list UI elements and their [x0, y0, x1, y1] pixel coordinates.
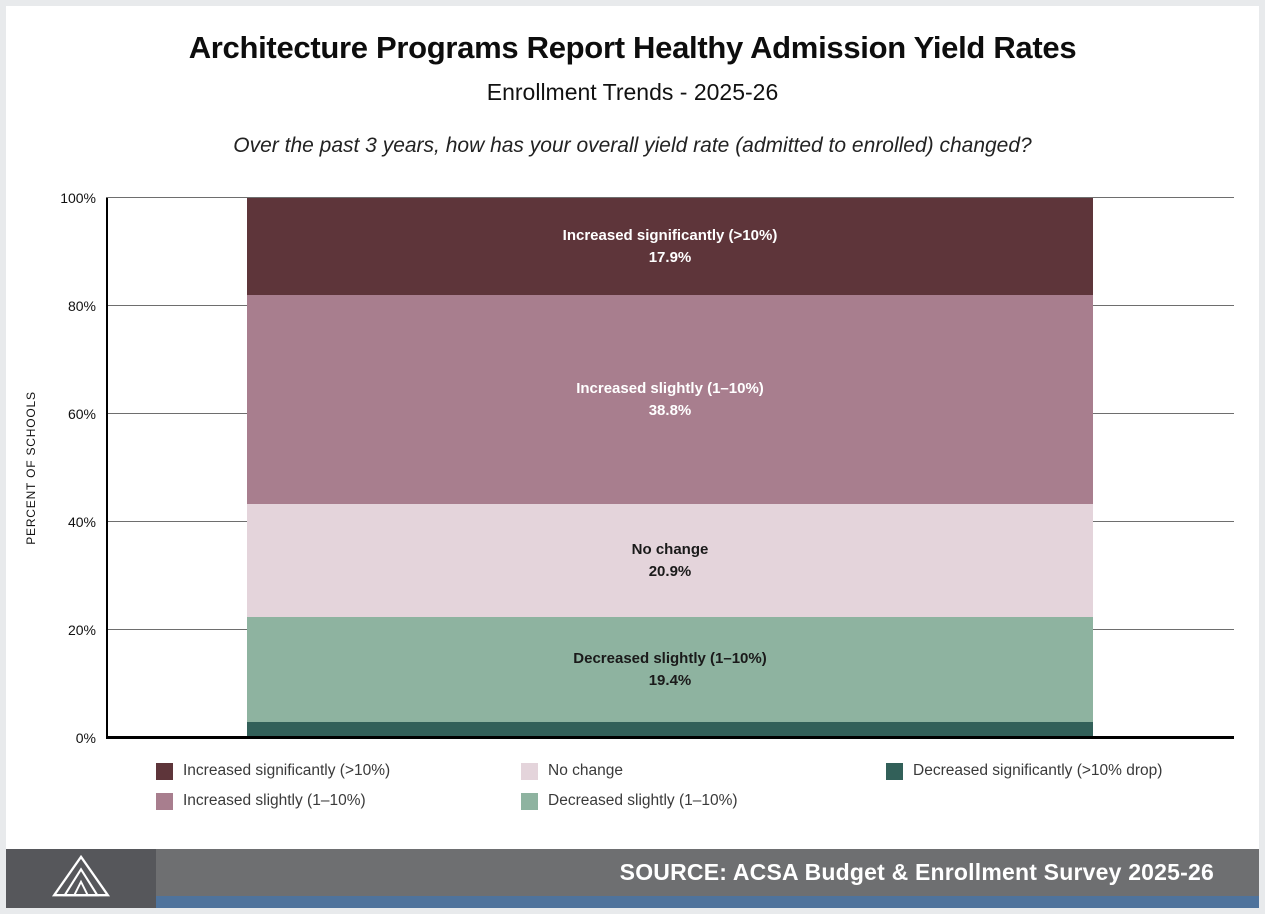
- acsa-triangles-logo-icon: [50, 853, 112, 904]
- page-subtitle: Enrollment Trends - 2025-26: [486, 79, 779, 105]
- segment-label: Increased significantly (>10%): [562, 226, 778, 244]
- legend-item: Decreased slightly (1–10%): [521, 792, 886, 810]
- y-tick-label: 100%: [60, 190, 96, 206]
- survey-question: Over the past 3 years, how has your over…: [233, 134, 1032, 157]
- plot-area: Increased significantly (>10%) 17.9% Incre…: [60, 190, 1234, 746]
- chart: PERCENT OF SCHOOLS Increased significant…: [6, 190, 1259, 746]
- legend-item: No change: [521, 762, 886, 780]
- bar-segment: No change 20.9%: [247, 504, 1093, 618]
- bar-segment: Decreased slightly (1–10%) 19.4%: [247, 617, 1093, 722]
- gridline: [106, 197, 1234, 198]
- footer-right: SOURCE: ACSA Budget & Enrollment Survey …: [156, 849, 1259, 908]
- x-axis-line: [106, 736, 1234, 739]
- bar-segment: [247, 721, 1093, 738]
- legend-label: Decreased slightly (1–10%): [548, 792, 738, 809]
- footer-logo-block: [6, 849, 156, 908]
- segment-value: 17.9%: [648, 248, 692, 266]
- y-tick-label: 0%: [75, 730, 96, 746]
- source-text: SOURCE: ACSA Budget & Enrollment Survey …: [619, 859, 1214, 885]
- y-tick-label: 20%: [67, 622, 96, 638]
- legend-label: Increased significantly (>10%): [183, 762, 391, 779]
- y-tick-label: 80%: [67, 298, 96, 314]
- legend-item: Increased significantly (>10%): [156, 762, 521, 780]
- y-tick-label: 60%: [67, 406, 96, 422]
- y-axis-label: PERCENT OF SCHOOLS: [24, 391, 38, 545]
- legend-label: Increased slightly (1–10%): [183, 792, 366, 809]
- segment-label: No change: [631, 540, 709, 558]
- legend-swatch: [156, 762, 173, 780]
- legend-swatch: [156, 792, 173, 810]
- segment-label: Increased slightly (1–10%): [576, 379, 764, 397]
- legend-label: No change: [548, 762, 623, 779]
- bar-segment: Increased significantly (>10%) 17.9%: [247, 198, 1093, 295]
- bar-segment: Increased slightly (1–10%) 38.8%: [247, 294, 1093, 505]
- legend: Increased significantly (>10%) No change D…: [156, 762, 1259, 810]
- y-axis-line: [106, 198, 108, 738]
- footer-accent-strip: [156, 896, 1259, 908]
- legend-swatch: [521, 792, 538, 810]
- footer: SOURCE: ACSA Budget & Enrollment Survey …: [6, 849, 1259, 908]
- segment-value: 20.9%: [648, 563, 692, 581]
- segment-value: 38.8%: [648, 401, 692, 419]
- page-title: Architecture Programs Report Healthy Adm…: [188, 30, 1077, 65]
- legend-item: Decreased significantly (>10% drop): [886, 762, 1259, 780]
- segment-label: Decreased slightly (1–10%): [573, 649, 767, 667]
- legend-item: Increased slightly (1–10%): [156, 792, 521, 810]
- footer-bar: SOURCE: ACSA Budget & Enrollment Survey …: [156, 849, 1259, 896]
- legend-swatch: [521, 762, 538, 780]
- segment-value: 19.4%: [648, 671, 692, 689]
- legend-label: Decreased significantly (>10% drop): [913, 762, 1163, 779]
- y-tick-label: 40%: [67, 514, 96, 530]
- stacked-bar: Increased significantly (>10%) 17.9% Incre…: [247, 198, 1093, 738]
- legend-swatch: [886, 762, 903, 780]
